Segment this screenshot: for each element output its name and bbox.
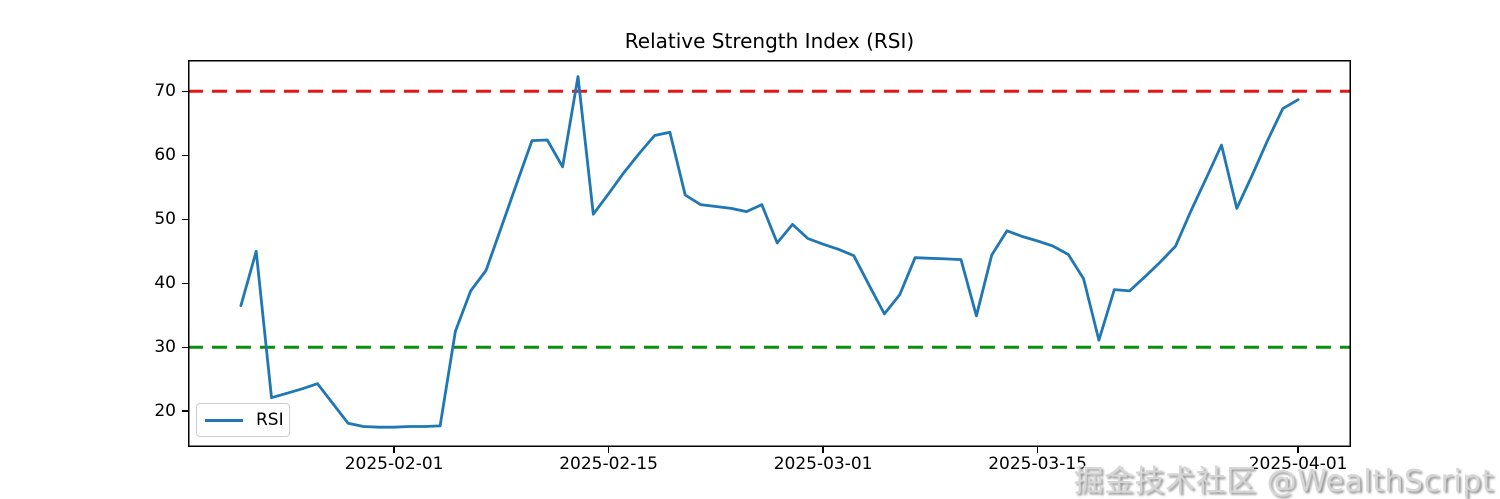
y-axis-tick <box>182 154 188 157</box>
x-axis-tick <box>393 447 395 453</box>
y-axis-tick <box>182 346 188 348</box>
legend-label: RSI <box>256 410 284 430</box>
y-tick-label: 40 <box>154 272 176 293</box>
legend-line-sample <box>205 418 243 422</box>
x-tick-label: 2025-03-15 <box>988 454 1087 474</box>
chart-title: Relative Strength Index (RSI) <box>624 29 915 53</box>
watermark: 掘金技术社区 @WealthScript <box>1073 464 1494 499</box>
y-axis-tick <box>182 218 188 220</box>
x-axis-tick <box>822 447 824 453</box>
y-tick-label: 30 <box>154 336 176 357</box>
x-axis-tick <box>607 447 610 453</box>
y-axis-tick <box>182 90 188 93</box>
x-tick-label: 2025-04-01 <box>1248 454 1348 474</box>
y-tick-label: 20 <box>154 400 176 421</box>
plot-border <box>188 60 1351 447</box>
x-axis-tick <box>1036 447 1039 453</box>
y-tick-label: 70 <box>154 80 176 101</box>
plot-area <box>188 60 1351 447</box>
y-axis-tick <box>182 282 188 284</box>
y-axis-tick <box>182 410 188 412</box>
y-tick-label: 50 <box>154 208 176 229</box>
rsi-line <box>239 75 1300 429</box>
legend: RSI <box>196 403 290 437</box>
y-tick-label: 60 <box>154 144 176 165</box>
x-tick-label: 2025-03-01 <box>773 454 873 474</box>
x-axis-tick <box>1297 447 1299 453</box>
x-tick-label: 2025-02-01 <box>344 454 444 474</box>
x-tick-label: 2025-02-15 <box>559 454 658 474</box>
